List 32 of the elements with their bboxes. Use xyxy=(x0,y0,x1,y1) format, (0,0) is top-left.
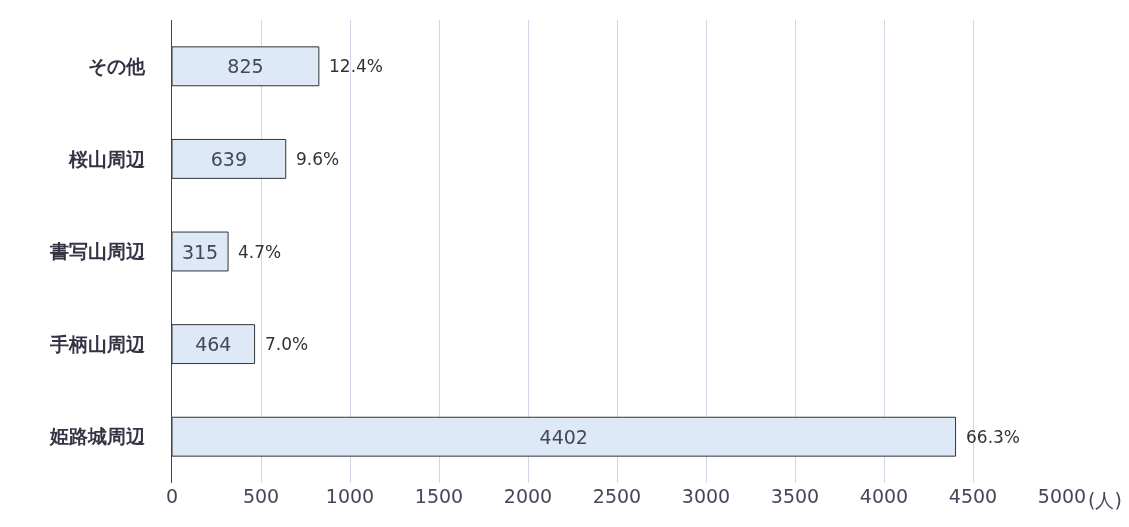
x-tick-label: 0 xyxy=(165,485,179,507)
data-label: 464 xyxy=(195,333,232,356)
y-tick-label: 書写山周辺 xyxy=(49,240,147,263)
x-axis-title: (人) xyxy=(1088,489,1122,511)
bar xyxy=(172,46,320,87)
bar xyxy=(172,138,287,179)
y-tick-label: 手柄山周辺 xyxy=(49,332,147,355)
data-label: 639 xyxy=(210,147,247,170)
data-label: 315 xyxy=(181,240,219,263)
annotation: 7.0% xyxy=(265,334,309,354)
x-tick-label: 3000 xyxy=(681,485,731,507)
x-tick-label: 5000 xyxy=(1037,485,1087,507)
x-tick-label: 4000 xyxy=(859,485,909,507)
bar xyxy=(172,416,957,457)
x-tick-label: 2000 xyxy=(503,485,553,507)
annotation: 66.3% xyxy=(966,427,1021,447)
annotation: 4.7% xyxy=(238,242,282,262)
x-tick-label: 500 xyxy=(242,485,280,507)
y-tick-label: 姫路城周辺 xyxy=(49,425,147,448)
y-tick-label: その他 xyxy=(88,54,147,77)
x-tick-label: 1000 xyxy=(325,485,375,507)
bar xyxy=(172,231,229,272)
x-tick-label: 3500 xyxy=(770,485,820,507)
data-label: 4402 xyxy=(539,425,588,448)
bar xyxy=(172,324,256,365)
data-label: 825 xyxy=(227,55,264,78)
x-tick-label: 2500 xyxy=(592,485,642,507)
annotation: 12.4% xyxy=(329,56,384,76)
annotation: 9.6% xyxy=(296,149,340,169)
x-tick-label: 4500 xyxy=(948,485,998,507)
x-tick-label: 1500 xyxy=(414,485,464,507)
y-tick-label: 桜山周辺 xyxy=(68,147,147,170)
